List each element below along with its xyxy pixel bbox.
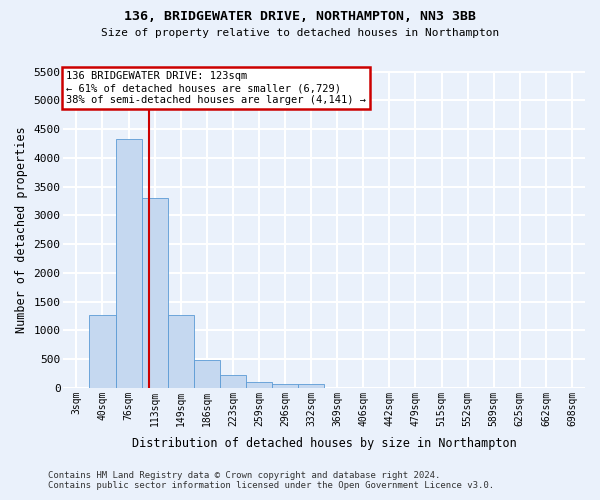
Bar bbox=[220, 375, 246, 388]
Text: Size of property relative to detached houses in Northampton: Size of property relative to detached ho… bbox=[101, 28, 499, 38]
Bar bbox=[167, 315, 194, 388]
Bar bbox=[298, 384, 324, 388]
Y-axis label: Number of detached properties: Number of detached properties bbox=[15, 126, 28, 333]
X-axis label: Distribution of detached houses by size in Northampton: Distribution of detached houses by size … bbox=[132, 437, 517, 450]
Bar bbox=[194, 360, 220, 388]
Bar bbox=[246, 382, 272, 388]
Bar bbox=[142, 198, 167, 388]
Text: Contains HM Land Registry data © Crown copyright and database right 2024.
Contai: Contains HM Land Registry data © Crown c… bbox=[48, 470, 494, 490]
Bar bbox=[272, 384, 298, 388]
Bar bbox=[115, 139, 142, 388]
Bar bbox=[89, 315, 115, 388]
Text: 136, BRIDGEWATER DRIVE, NORTHAMPTON, NN3 3BB: 136, BRIDGEWATER DRIVE, NORTHAMPTON, NN3… bbox=[124, 10, 476, 23]
Text: 136 BRIDGEWATER DRIVE: 123sqm
← 61% of detached houses are smaller (6,729)
38% o: 136 BRIDGEWATER DRIVE: 123sqm ← 61% of d… bbox=[66, 72, 366, 104]
